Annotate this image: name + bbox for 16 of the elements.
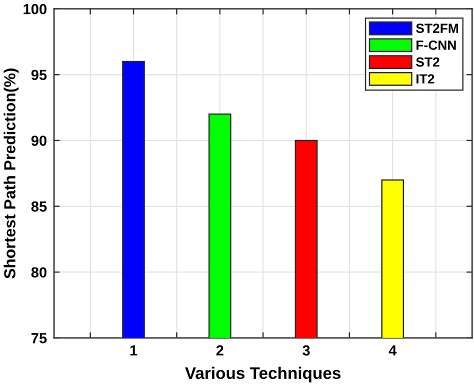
legend-label: IT2 <box>416 74 434 84</box>
x-axis-title: Various Techniques <box>185 366 341 382</box>
x-tick-label: 4 <box>388 345 397 356</box>
legend-label: ST2 <box>416 57 440 67</box>
y-tick-label: 95 <box>31 70 47 80</box>
y-tick-label: 85 <box>31 201 47 212</box>
x-tick-label: 2 <box>216 345 224 356</box>
y-tick-label: 80 <box>31 267 46 278</box>
legend-label: ST2FM <box>416 24 458 33</box>
x-tick-label: 1 <box>130 345 138 356</box>
y-tick-label: 90 <box>31 136 46 146</box>
y-tick-label: 100 <box>24 4 46 14</box>
x-tick-label: 3 <box>302 345 310 356</box>
legend-label: F-CNN <box>416 40 456 50</box>
y-axis-title: Shortest Path Prediction(%) <box>4 68 19 279</box>
y-tick-label: 75 <box>32 333 47 344</box>
